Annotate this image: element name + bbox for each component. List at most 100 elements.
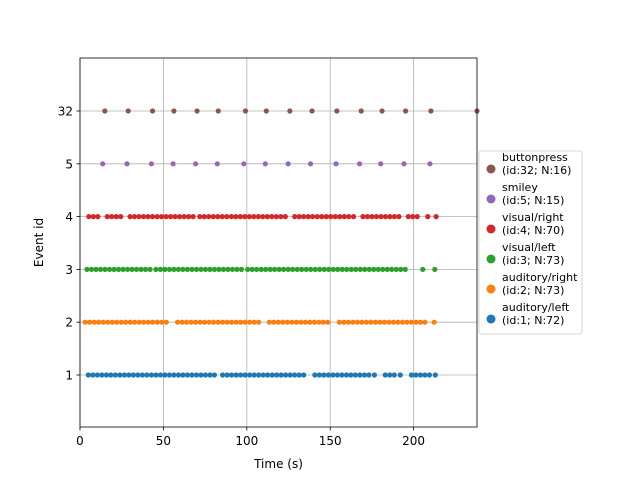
event-point xyxy=(136,319,142,325)
legend-item: buttonpress (id:32; N:16) xyxy=(486,151,571,177)
event-point xyxy=(269,372,275,378)
legend-item: smiley (id:5; N:15) xyxy=(486,181,564,207)
event-point xyxy=(358,108,364,114)
event-point xyxy=(387,214,393,220)
event-point xyxy=(352,372,358,378)
event-point xyxy=(301,214,307,220)
event-point xyxy=(215,319,221,325)
event-point xyxy=(364,214,371,220)
event-point xyxy=(425,214,431,220)
x-tick-label: 50 xyxy=(156,434,171,448)
legend-marker xyxy=(486,224,496,234)
event-point xyxy=(284,319,290,325)
event-point xyxy=(108,372,114,378)
event-point xyxy=(361,372,368,378)
event-point xyxy=(84,266,90,272)
event-point xyxy=(360,214,366,220)
event-point xyxy=(339,266,345,272)
event-point xyxy=(260,214,266,220)
event-point xyxy=(353,266,359,272)
event-point xyxy=(179,319,185,325)
event-point xyxy=(86,214,92,220)
event-point xyxy=(118,319,124,325)
event-point xyxy=(386,319,392,325)
legend-label: visual/right (id:4; N:70) xyxy=(502,211,564,237)
event-point xyxy=(311,319,317,325)
event-point xyxy=(258,266,264,272)
event-point xyxy=(149,108,156,114)
event-point xyxy=(431,319,437,325)
event-point xyxy=(148,372,154,378)
series-4 xyxy=(86,214,439,220)
event-point xyxy=(325,319,331,325)
event-point xyxy=(188,319,194,325)
event-point xyxy=(193,266,200,272)
axis-ticks: 0 50 100 150 200 1 2 3 4 5 32 xyxy=(58,105,425,449)
event-point xyxy=(254,266,260,272)
event-point xyxy=(96,319,102,325)
event-point xyxy=(326,266,332,272)
event-point xyxy=(102,266,108,272)
event-point xyxy=(299,266,305,272)
event-point xyxy=(362,266,368,272)
event-point xyxy=(408,319,415,325)
event-point xyxy=(220,266,227,272)
event-point xyxy=(100,319,106,325)
event-point xyxy=(396,214,402,220)
event-point xyxy=(147,266,153,272)
legend-marker xyxy=(486,254,496,264)
event-point xyxy=(148,161,154,167)
legend-label: smiley (id:5; N:15) xyxy=(502,181,564,207)
event-point xyxy=(272,266,278,272)
event-point xyxy=(420,266,426,272)
x-tick-label: 0 xyxy=(76,434,84,448)
event-point xyxy=(211,319,217,325)
event-point xyxy=(337,214,343,220)
event-point xyxy=(115,266,122,272)
event-point xyxy=(323,214,329,220)
event-point xyxy=(309,108,315,114)
event-point xyxy=(157,266,163,272)
event-point xyxy=(194,108,200,114)
event-point xyxy=(308,266,314,272)
event-point xyxy=(397,372,403,378)
event-point xyxy=(251,319,257,325)
event-point xyxy=(377,319,383,325)
event-point xyxy=(330,266,336,272)
event-point xyxy=(256,372,262,378)
event-point xyxy=(359,319,365,325)
event-point xyxy=(238,266,245,272)
x-tick-label: 100 xyxy=(235,434,258,448)
event-point xyxy=(333,161,339,167)
event-point xyxy=(345,319,351,325)
event-point xyxy=(428,108,434,114)
event-point xyxy=(206,214,212,220)
event-point xyxy=(126,372,132,378)
event-point xyxy=(166,372,173,378)
event-point xyxy=(99,372,105,378)
event-point xyxy=(266,319,272,325)
event-point xyxy=(251,372,257,378)
event-point xyxy=(224,319,230,325)
event-point xyxy=(256,319,262,325)
event-point xyxy=(379,108,385,114)
event-point xyxy=(127,214,133,220)
event-point xyxy=(380,266,386,272)
event-point xyxy=(292,372,298,378)
event-point xyxy=(171,372,177,378)
event-point xyxy=(404,319,410,325)
event-point xyxy=(422,372,428,378)
event-point xyxy=(82,319,88,325)
event-point xyxy=(153,372,159,378)
series-2 xyxy=(82,319,437,325)
event-point xyxy=(287,372,293,378)
event-point xyxy=(233,372,239,378)
event-point xyxy=(278,214,284,220)
event-point xyxy=(303,266,309,272)
event-point xyxy=(321,372,327,378)
event-point xyxy=(389,266,395,272)
event-point xyxy=(193,372,200,378)
event-point xyxy=(274,372,280,378)
x-tick-label: 200 xyxy=(402,434,425,448)
legend-marker xyxy=(486,314,496,324)
